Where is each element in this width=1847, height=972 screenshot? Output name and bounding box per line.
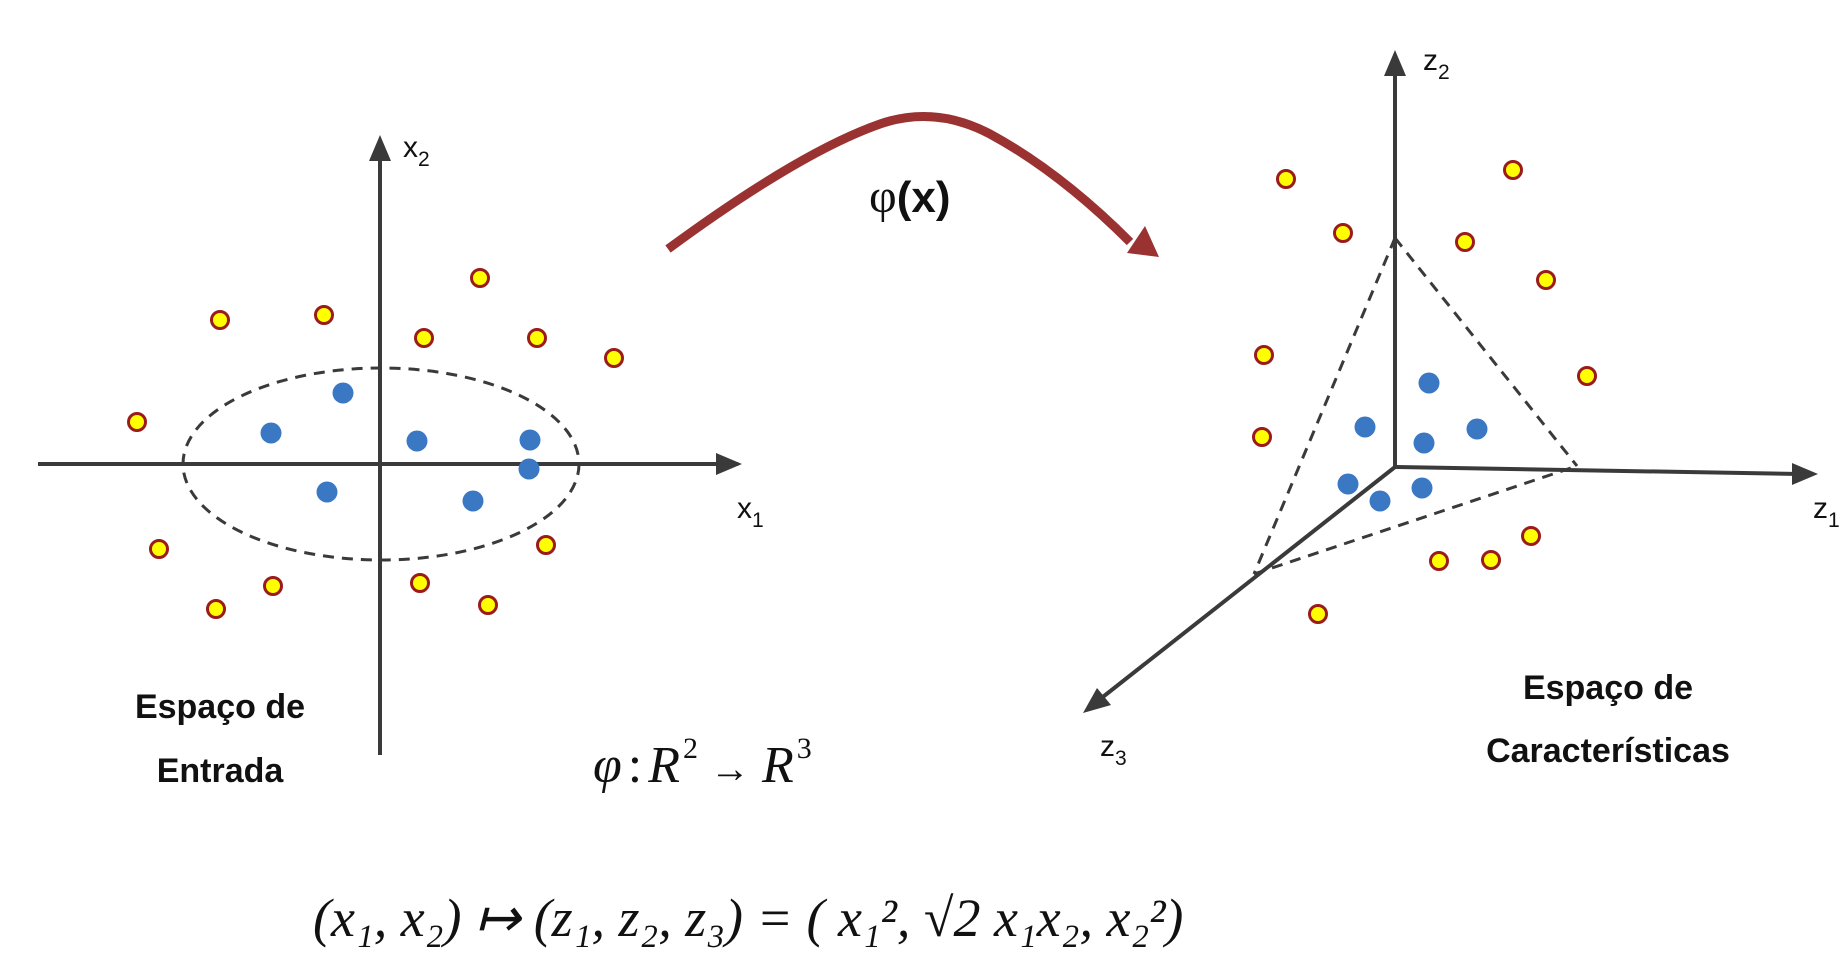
class-b-point bbox=[332, 382, 354, 404]
input-space-caption-line1: Espaço de bbox=[135, 688, 305, 726]
input-space-caption-line2: Entrada bbox=[157, 752, 285, 790]
feature-space-caption-line2: Características bbox=[1486, 732, 1730, 770]
class-a-point bbox=[1254, 345, 1274, 365]
class-b-point bbox=[462, 490, 484, 512]
class-b-point bbox=[518, 458, 540, 480]
feature-class-b-points bbox=[1337, 372, 1488, 512]
class-b-point bbox=[406, 430, 428, 452]
x2-axis-arrowhead bbox=[369, 135, 391, 161]
class-b-point bbox=[1337, 473, 1359, 495]
plane-edge bbox=[1393, 237, 1579, 467]
x2-axis-label: x2 bbox=[403, 131, 430, 171]
class-a-point bbox=[1481, 550, 1501, 570]
class-b-point bbox=[1411, 477, 1433, 499]
input-space: x2 x1 bbox=[38, 131, 764, 755]
class-a-point bbox=[1252, 427, 1272, 447]
class-a-point bbox=[536, 535, 556, 555]
class-a-point bbox=[127, 412, 147, 432]
class-a-point bbox=[1521, 526, 1541, 546]
class-b-point bbox=[260, 422, 282, 444]
class-a-point bbox=[1333, 223, 1353, 243]
mapping-formula: φ: R 2 → R 3 bbox=[593, 732, 812, 794]
class-b-point bbox=[1369, 490, 1391, 512]
plane-edge bbox=[1252, 237, 1397, 575]
decision-boundary-ellipse bbox=[181, 366, 581, 562]
z1-axis-label: z1 bbox=[1813, 492, 1840, 532]
mapping-arrow-head bbox=[1127, 226, 1159, 257]
feature-space: z2 z1 z3 bbox=[1083, 44, 1840, 770]
class-a-point bbox=[478, 595, 498, 615]
z3-axis bbox=[1097, 465, 1397, 702]
class-a-point bbox=[314, 305, 334, 325]
mapping-arrow: φ(x) bbox=[665, 112, 1159, 257]
class-b-point bbox=[316, 481, 338, 503]
class-a-point bbox=[414, 328, 434, 348]
class-a-point bbox=[206, 599, 226, 619]
class-a-point bbox=[1577, 366, 1597, 386]
z3-axis-arrowhead bbox=[1083, 688, 1111, 713]
class-a-point bbox=[1455, 232, 1475, 252]
input-class-a-points bbox=[127, 268, 624, 619]
class-a-point bbox=[210, 310, 230, 330]
class-b-point bbox=[1413, 432, 1435, 454]
class-b-point bbox=[1354, 416, 1376, 438]
class-b-point bbox=[519, 429, 541, 451]
z2-axis-arrowhead bbox=[1384, 50, 1406, 76]
x1-axis-label: x1 bbox=[737, 492, 764, 532]
class-a-point bbox=[410, 573, 430, 593]
z1-axis bbox=[1394, 465, 1801, 476]
z2-axis-label: z2 bbox=[1423, 44, 1450, 84]
feature-map-formula: (x₁, x₂) ↦ (z₁, z₂, z₃) = ( x₁², √2 x₁x₂… bbox=[313, 888, 1183, 948]
feature-space-caption-line1: Espaço de bbox=[1523, 669, 1693, 707]
class-b-point bbox=[1466, 418, 1488, 440]
class-a-point bbox=[470, 268, 490, 288]
class-a-point bbox=[1429, 551, 1449, 571]
class-a-point bbox=[604, 348, 624, 368]
mapping-arrow-curve bbox=[665, 112, 1134, 253]
class-a-point bbox=[1276, 169, 1296, 189]
class-a-point bbox=[527, 328, 547, 348]
feature-class-a-points bbox=[1252, 160, 1597, 624]
input-class-b-points bbox=[260, 382, 541, 512]
z3-axis-label: z3 bbox=[1100, 730, 1127, 770]
class-a-point bbox=[1503, 160, 1523, 180]
class-b-point bbox=[1418, 372, 1440, 394]
phi-x-label: φ(x) bbox=[869, 170, 951, 223]
class-a-point bbox=[1308, 604, 1328, 624]
class-a-point bbox=[149, 539, 169, 559]
class-a-point bbox=[1536, 270, 1556, 290]
separating-plane bbox=[1252, 237, 1579, 576]
z1-axis-arrowhead bbox=[1792, 463, 1818, 485]
x1-axis-arrowhead bbox=[716, 453, 742, 475]
class-a-point bbox=[263, 576, 283, 596]
